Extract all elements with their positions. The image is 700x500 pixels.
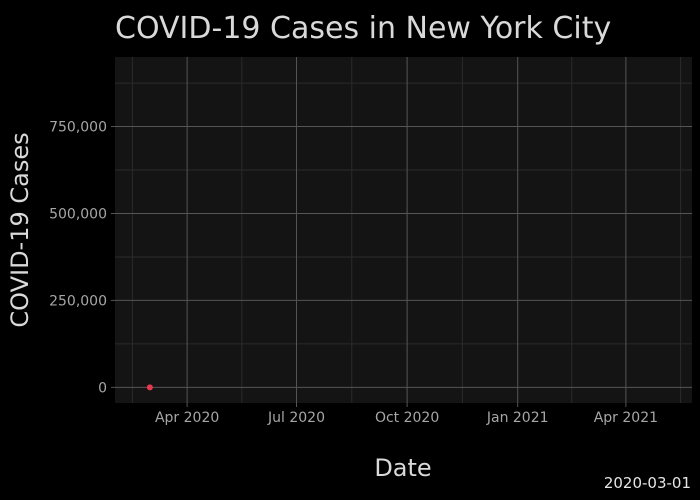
x-tick-label: Oct 2020 <box>375 410 439 426</box>
data-points <box>146 384 153 391</box>
x-tick-label: Jan 2021 <box>486 410 549 426</box>
y-tick-label: 750,000 <box>49 120 107 136</box>
x-tick-label: Apr 2021 <box>594 410 658 426</box>
frame-date-label: 2020-03-01 <box>604 474 691 492</box>
grid <box>115 57 692 403</box>
data-point <box>146 384 153 391</box>
x-tick-label: Apr 2020 <box>155 410 219 426</box>
plot-panel <box>115 57 692 403</box>
x-axis-title: Date <box>374 454 431 482</box>
y-tick-label: 0 <box>98 380 107 396</box>
x-tick-label: Jul 2020 <box>267 410 325 426</box>
chart-title: COVID-19 Cases in New York City <box>115 11 611 46</box>
y-tick-label: 250,000 <box>49 293 107 309</box>
y-axis-title: COVID-19 Cases <box>6 132 34 327</box>
y-tick-label: 500,000 <box>49 206 107 222</box>
axis-ticks: Apr 2020 Jul 2020 Oct 2020 Jan 2021 Apr 2021… <box>49 120 658 426</box>
